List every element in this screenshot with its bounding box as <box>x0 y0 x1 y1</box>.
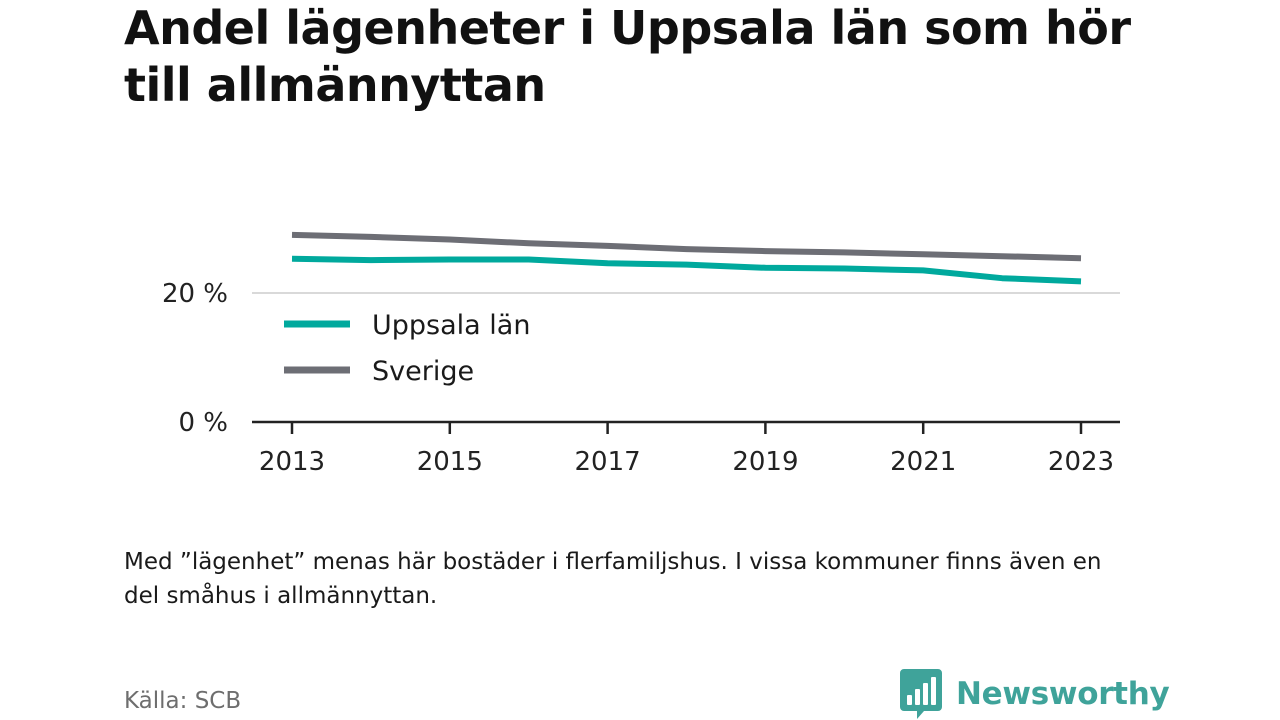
x-tick-label: 2023 <box>1048 447 1114 477</box>
brand-logo: Newsworthy <box>900 668 1170 720</box>
legend: Uppsala län Sverige <box>284 310 530 387</box>
x-tick-label: 2017 <box>575 447 641 477</box>
legend-label: Sverige <box>372 356 474 387</box>
x-tick-label: 2013 <box>259 447 325 477</box>
y-tick-label: 20 % <box>162 279 228 309</box>
series-lines <box>291 231 1082 285</box>
x-tick-label: 2019 <box>732 447 798 477</box>
x-tick-label: 2021 <box>890 447 956 477</box>
y-tick-label: 0 % <box>178 408 228 438</box>
chart-note: Med ”lägenhet” menas här bostäder i fler… <box>124 549 1102 609</box>
source-label: Källa: SCB <box>124 688 242 714</box>
series-line-uppsala-län <box>291 255 1082 285</box>
x-tick-label: 2015 <box>417 447 483 477</box>
brand-name: Newsworthy <box>956 676 1170 712</box>
series-line-sverige <box>291 231 1082 262</box>
bar-chart-speech-bubble-icon <box>900 669 942 719</box>
x-axis-ticks: 2013 2015 2017 2019 2021 2023 <box>259 422 1114 477</box>
legend-label: Uppsala län <box>372 310 530 341</box>
chart-title: Andel lägenheter i Uppsala län som hör t… <box>124 1 1131 112</box>
y-axis-tick-labels: 0 % 20 % <box>162 279 228 438</box>
